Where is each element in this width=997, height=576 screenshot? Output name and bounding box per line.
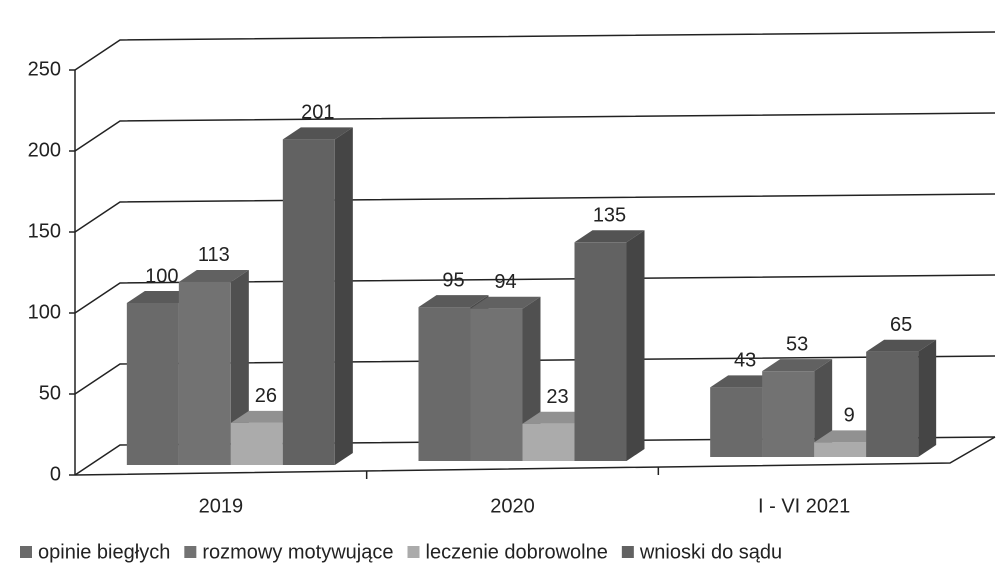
legend-label: opinie biegłych xyxy=(38,541,170,563)
bar-top xyxy=(866,339,937,352)
grid-line xyxy=(74,193,996,233)
data-label: 65 xyxy=(890,314,912,336)
grid-line xyxy=(74,436,996,476)
bar-top xyxy=(418,295,489,308)
data-label: 201 xyxy=(301,102,334,124)
legend-swatch xyxy=(184,546,197,558)
grid-line xyxy=(74,31,996,71)
bar-side xyxy=(814,359,833,457)
x-tick-label: I - VI 2021 xyxy=(758,495,850,517)
data-label: 95 xyxy=(442,269,464,291)
grid-line xyxy=(74,274,996,314)
y-tick-label: 0 xyxy=(50,463,61,485)
data-label: 100 xyxy=(145,265,178,287)
legend-label: leczenie dobrowolne xyxy=(426,541,608,563)
bar xyxy=(470,308,523,461)
bar xyxy=(814,442,867,457)
bar xyxy=(126,303,179,465)
bar xyxy=(418,307,471,461)
y-tick-label: 250 xyxy=(28,58,61,80)
y-tick-label: 200 xyxy=(28,139,61,161)
y-tick-label: 150 xyxy=(28,220,61,242)
data-label: 9 xyxy=(844,405,855,427)
bar-top xyxy=(574,230,645,243)
grid-line xyxy=(74,355,996,395)
legend-label: rozmowy motywujące xyxy=(202,541,393,563)
bar-side xyxy=(918,339,937,457)
bar xyxy=(574,242,627,461)
data-label: 135 xyxy=(593,205,626,227)
bar xyxy=(522,423,575,461)
data-label: 26 xyxy=(255,385,277,407)
legend-label: wnioski do sądu xyxy=(639,541,782,563)
y-tick-label: 50 xyxy=(39,382,61,404)
bar-side xyxy=(626,230,645,461)
bar-top xyxy=(282,127,353,140)
bar xyxy=(762,371,815,457)
bar xyxy=(866,351,919,457)
bar-top xyxy=(178,269,249,282)
bar xyxy=(282,139,335,465)
data-label: 23 xyxy=(546,386,568,408)
x-tick-label: 2019 xyxy=(199,495,244,517)
legend-swatch xyxy=(407,546,420,558)
x-tick-label: 2020 xyxy=(490,495,535,517)
legend-swatch xyxy=(621,546,634,558)
data-label: 113 xyxy=(198,244,230,266)
grid-line xyxy=(74,112,996,152)
data-label: 43 xyxy=(734,350,756,372)
bar xyxy=(230,422,283,465)
data-label: 94 xyxy=(494,271,516,293)
bar-side xyxy=(334,127,353,465)
bar-top xyxy=(470,296,541,309)
bar-top xyxy=(762,359,833,372)
bar xyxy=(178,281,231,465)
legend-swatch xyxy=(20,546,32,558)
data-label: 53 xyxy=(786,333,808,355)
bar xyxy=(710,387,763,457)
y-tick-label: 100 xyxy=(28,301,61,323)
